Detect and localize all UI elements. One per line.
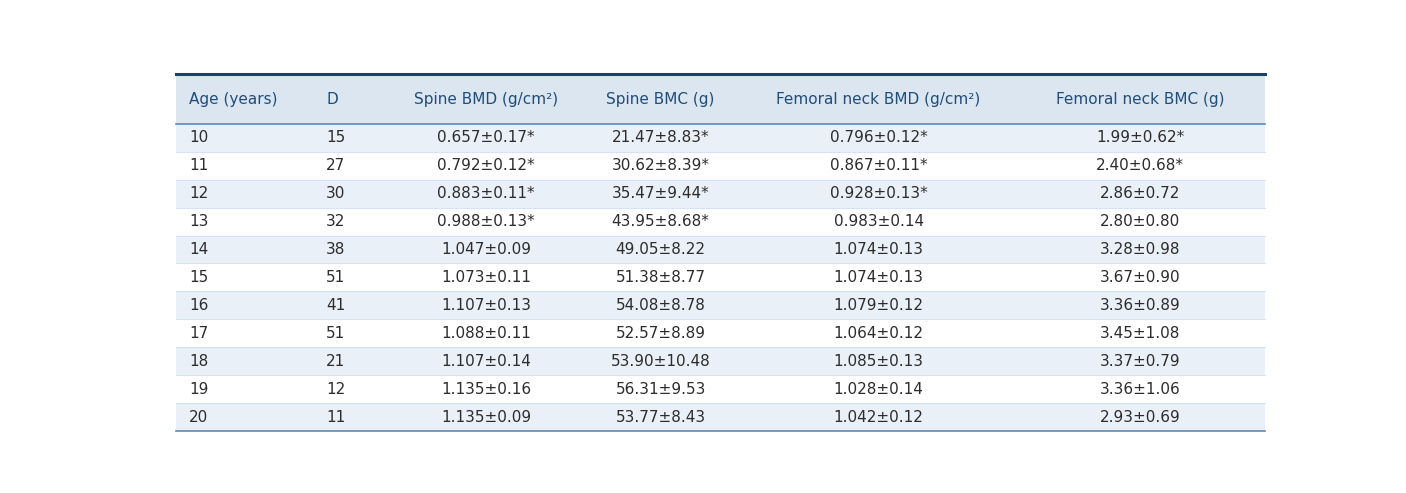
Text: 1.074±0.13: 1.074±0.13 — [834, 270, 924, 285]
Text: 0.883±0.11*: 0.883±0.11* — [437, 186, 536, 201]
Text: 11: 11 — [326, 410, 346, 424]
Text: 15: 15 — [326, 130, 346, 145]
Text: 30: 30 — [326, 186, 346, 201]
Text: 3.67±0.90: 3.67±0.90 — [1099, 270, 1181, 285]
Text: 2.40±0.68*: 2.40±0.68* — [1097, 158, 1184, 173]
Text: 54.08±8.78: 54.08±8.78 — [616, 298, 706, 313]
Text: 1.107±0.13: 1.107±0.13 — [441, 298, 531, 313]
Text: 21: 21 — [326, 354, 346, 369]
Text: 12: 12 — [188, 186, 208, 201]
Text: 56.31±9.53: 56.31±9.53 — [616, 382, 706, 397]
Text: 32: 32 — [326, 214, 346, 229]
Bar — [176, 152, 1265, 179]
Text: 51.38±8.77: 51.38±8.77 — [616, 270, 706, 285]
Text: 11: 11 — [188, 158, 208, 173]
Text: 41: 41 — [326, 298, 346, 313]
Text: 1.088±0.11: 1.088±0.11 — [441, 326, 531, 341]
Bar — [176, 347, 1265, 375]
Text: 1.073±0.11: 1.073±0.11 — [441, 270, 531, 285]
Text: 0.867±0.11*: 0.867±0.11* — [830, 158, 928, 173]
Text: 3.36±1.06: 3.36±1.06 — [1099, 382, 1181, 397]
Text: 1.135±0.09: 1.135±0.09 — [441, 410, 531, 424]
Text: 1.028±0.14: 1.028±0.14 — [834, 382, 924, 397]
Text: 0.792±0.12*: 0.792±0.12* — [437, 158, 536, 173]
Text: 49.05±8.22: 49.05±8.22 — [616, 242, 706, 257]
Bar — [176, 236, 1265, 263]
Text: 18: 18 — [188, 354, 208, 369]
Bar — [176, 179, 1265, 208]
Text: 2.80±0.80: 2.80±0.80 — [1099, 214, 1180, 229]
Text: 1.085±0.13: 1.085±0.13 — [834, 354, 924, 369]
Text: 1.064±0.12: 1.064±0.12 — [834, 326, 924, 341]
Text: D: D — [326, 92, 337, 106]
Text: 1.074±0.13: 1.074±0.13 — [834, 242, 924, 257]
Text: 1.042±0.12: 1.042±0.12 — [834, 410, 924, 424]
Text: 53.77±8.43: 53.77±8.43 — [616, 410, 706, 424]
Text: 17: 17 — [188, 326, 208, 341]
Text: Age (years): Age (years) — [188, 92, 277, 106]
Text: 3.45±1.08: 3.45±1.08 — [1099, 326, 1180, 341]
Text: 0.983±0.14: 0.983±0.14 — [834, 214, 924, 229]
Bar — [176, 403, 1265, 431]
Text: 2.86±0.72: 2.86±0.72 — [1099, 186, 1180, 201]
Text: 51: 51 — [326, 270, 346, 285]
Bar — [176, 74, 1265, 124]
Text: Femoral neck BMD (g/cm²): Femoral neck BMD (g/cm²) — [776, 92, 981, 106]
Bar — [176, 263, 1265, 291]
Text: 15: 15 — [188, 270, 208, 285]
Text: 0.988±0.13*: 0.988±0.13* — [437, 214, 536, 229]
Text: Femoral neck BMC (g): Femoral neck BMC (g) — [1056, 92, 1225, 106]
Text: Spine BMC (g): Spine BMC (g) — [606, 92, 714, 106]
Text: 38: 38 — [326, 242, 346, 257]
Text: 1.079±0.12: 1.079±0.12 — [834, 298, 924, 313]
Text: 27: 27 — [326, 158, 346, 173]
Text: 1.047±0.09: 1.047±0.09 — [441, 242, 531, 257]
Text: 2.93±0.69: 2.93±0.69 — [1099, 410, 1181, 424]
Text: 14: 14 — [188, 242, 208, 257]
Text: 20: 20 — [188, 410, 208, 424]
Text: 3.37±0.79: 3.37±0.79 — [1099, 354, 1181, 369]
Text: 43.95±8.68*: 43.95±8.68* — [612, 214, 710, 229]
Text: 1.135±0.16: 1.135±0.16 — [441, 382, 531, 397]
Text: 12: 12 — [326, 382, 346, 397]
Text: 19: 19 — [188, 382, 208, 397]
Bar — [176, 319, 1265, 347]
Text: 35.47±9.44*: 35.47±9.44* — [612, 186, 710, 201]
Bar — [176, 208, 1265, 236]
Bar — [176, 375, 1265, 403]
Text: 3.36±0.89: 3.36±0.89 — [1099, 298, 1181, 313]
Bar — [176, 291, 1265, 319]
Text: 0.657±0.17*: 0.657±0.17* — [437, 130, 536, 145]
Text: 13: 13 — [188, 214, 208, 229]
Text: Spine BMD (g/cm²): Spine BMD (g/cm²) — [415, 92, 558, 106]
Text: 21.47±8.83*: 21.47±8.83* — [612, 130, 710, 145]
Text: 1.99±0.62*: 1.99±0.62* — [1095, 130, 1184, 145]
Bar — [176, 124, 1265, 152]
Text: 0.928±0.13*: 0.928±0.13* — [830, 186, 928, 201]
Text: 51: 51 — [326, 326, 346, 341]
Text: 3.28±0.98: 3.28±0.98 — [1099, 242, 1181, 257]
Text: 0.796±0.12*: 0.796±0.12* — [830, 130, 928, 145]
Text: 52.57±8.89: 52.57±8.89 — [616, 326, 706, 341]
Text: 16: 16 — [188, 298, 208, 313]
Text: 10: 10 — [188, 130, 208, 145]
Text: 53.90±10.48: 53.90±10.48 — [610, 354, 710, 369]
Text: 1.107±0.14: 1.107±0.14 — [441, 354, 531, 369]
Text: 30.62±8.39*: 30.62±8.39* — [612, 158, 710, 173]
